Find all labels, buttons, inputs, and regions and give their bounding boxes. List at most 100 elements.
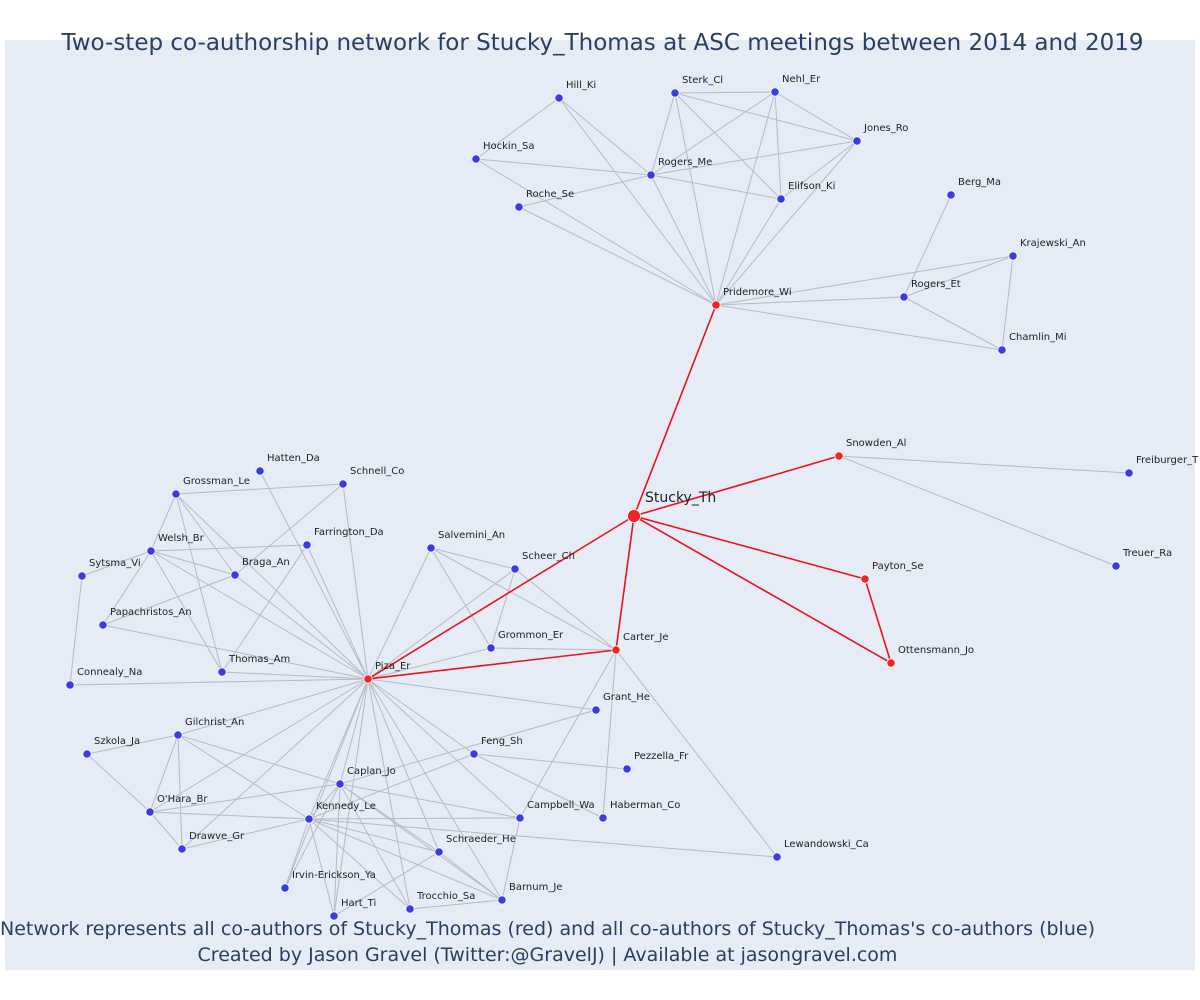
edge-kennedy-le-hart-ti: [308, 818, 335, 917]
edge-carter-je-grommon-er: [490, 647, 617, 651]
node-drawve-gr[interactable]: [177, 844, 187, 854]
edge-pridemore-wi-hill-ki: [558, 97, 717, 306]
edge-salvemini-an-grommon-er: [430, 547, 492, 649]
edge-caplan-jo-irvin-erickson-ya: [284, 783, 341, 889]
edge-snowden-al-freiburger-t: [838, 455, 1130, 474]
edge-o-hara-br-caplan-jo: [149, 783, 341, 813]
node-label-rogers-et: Rogers_Et: [911, 279, 961, 290]
node-grant-he[interactable]: [591, 705, 601, 715]
node-freiburger-t[interactable]: [1124, 468, 1134, 478]
node-thomas-am[interactable]: [217, 667, 227, 677]
edge-pridemore-wi-roche-se: [518, 206, 717, 306]
chart-title: Two-step co-authorship network for Stuck…: [61, 30, 1144, 56]
edge-gilchrist-an-o-hara-br: [149, 734, 179, 813]
node-trocchio-sa[interactable]: [405, 904, 415, 914]
node-hart-ti[interactable]: [329, 911, 339, 921]
node-lewandowski-ca[interactable]: [772, 852, 782, 862]
node-elifson-ki[interactable]: [776, 194, 786, 204]
edge-pridemore-wi-krajewski-an: [715, 255, 1014, 306]
node-sytsma-vi[interactable]: [77, 571, 87, 581]
edge-o-hara-br-drawve-gr: [149, 811, 183, 850]
node-piza-er[interactable]: [363, 674, 373, 684]
node-connealy-na[interactable]: [65, 680, 75, 690]
node-kennedy-le[interactable]: [304, 814, 314, 824]
node-label-hart-ti: Hart_Ti: [341, 898, 376, 909]
edge-schnell-co-braga-an: [234, 483, 344, 576]
node-roche-se[interactable]: [514, 202, 524, 212]
edge-piza-er-carter-je: [367, 649, 617, 680]
node-rogers-et[interactable]: [899, 292, 909, 302]
node-grommon-er[interactable]: [486, 643, 496, 653]
node-treuer-ra[interactable]: [1111, 561, 1121, 571]
node-chamlin-mi[interactable]: [997, 345, 1007, 355]
node-label-caplan-jo: Caplan_Jo: [347, 766, 396, 777]
node-gilchrist-an[interactable]: [173, 730, 183, 740]
node-haberman-co[interactable]: [598, 813, 608, 823]
edge-rogers-et-chamlin-mi: [903, 296, 1003, 351]
node-schraeder-he[interactable]: [434, 847, 444, 857]
node-berg-ma[interactable]: [946, 190, 956, 200]
node-stucky-th[interactable]: [627, 509, 641, 523]
edge-pridemore-wi-hockin-sa: [475, 158, 717, 306]
node-papachristos-an[interactable]: [98, 620, 108, 630]
node-pridemore-wi[interactable]: [711, 300, 721, 310]
node-barnum-je[interactable]: [497, 895, 507, 905]
node-label-braga-an: Braga_An: [242, 557, 290, 568]
node-label-stucky-th: Stucky_Th: [645, 490, 716, 506]
node-label-piza-er: Piza_Er: [375, 661, 411, 672]
node-braga-an[interactable]: [230, 570, 240, 580]
node-label-carter-je: Carter_Je: [623, 632, 669, 643]
node-hill-ki[interactable]: [554, 93, 564, 103]
node-label-grossman-le: Grossman_Le: [183, 476, 250, 487]
node-o-hara-br[interactable]: [145, 807, 155, 817]
edge-payton-se-ottensmann-jo: [864, 578, 892, 664]
edge-kennedy-le-schraeder-he: [308, 818, 440, 853]
edge-rogers-me-elifson-ki: [650, 174, 782, 200]
node-szkola-ja[interactable]: [82, 749, 92, 759]
edge-piza-er-gilchrist-an: [177, 678, 369, 736]
node-feng-sh[interactable]: [469, 749, 479, 759]
edge-kennedy-le-campbell-wa: [308, 817, 521, 820]
node-label-kennedy-le: Kennedy_Le: [316, 801, 376, 812]
node-label-freiburger-t: Freiburger_T: [1136, 455, 1199, 466]
edge-nehl-er-elifson-ki: [774, 91, 782, 200]
node-farrington-da[interactable]: [302, 540, 312, 550]
node-label-trocchio-sa: Trocchio_Sa: [416, 891, 475, 902]
node-snowden-al[interactable]: [834, 451, 844, 461]
node-jones-ro[interactable]: [852, 136, 862, 146]
node-payton-se[interactable]: [860, 574, 870, 584]
node-ottensmann-jo[interactable]: [886, 658, 896, 668]
node-label-scheer-ch: Scheer_Ch: [522, 551, 575, 562]
edge-papachristos-an-braga-an: [102, 574, 236, 626]
edge-grossman-le-thomas-am: [175, 493, 223, 673]
edge-welsh-br-thomas-am: [150, 550, 223, 673]
edge-gilchrist-an-kennedy-le: [177, 734, 310, 820]
node-nehl-er[interactable]: [770, 87, 780, 97]
node-scheer-ch[interactable]: [510, 564, 520, 574]
edge-szkola-ja-o-hara-br: [86, 753, 151, 813]
node-salvemini-an[interactable]: [426, 543, 436, 553]
node-label-hill-ki: Hill_Ki: [566, 80, 596, 91]
node-label-hockin-sa: Hockin_Sa: [483, 141, 535, 152]
node-caplan-jo[interactable]: [335, 779, 345, 789]
node-layer: [65, 87, 1134, 921]
node-sterk-cl[interactable]: [670, 88, 680, 98]
node-hockin-sa[interactable]: [471, 154, 481, 164]
edge-sterk-cl-rogers-me: [650, 92, 676, 176]
node-schnell-co[interactable]: [338, 479, 348, 489]
node-irvin-erickson-ya[interactable]: [280, 883, 290, 893]
edge-grossman-le-braga-an: [175, 493, 236, 576]
edge-kennedy-le-lewandowski-ca: [308, 818, 778, 858]
edge-berg-ma-rogers-et: [903, 194, 952, 298]
node-label-grommon-er: Grommon_Er: [498, 630, 564, 641]
node-krajewski-an[interactable]: [1008, 251, 1018, 261]
edge-piza-er-hart-ti: [333, 678, 369, 917]
node-pezzella-fr[interactable]: [622, 764, 632, 774]
node-campbell-wa[interactable]: [515, 813, 525, 823]
node-grossman-le[interactable]: [171, 489, 181, 499]
edge-sterk-cl-elifson-ki: [674, 92, 782, 200]
node-welsh-br[interactable]: [146, 546, 156, 556]
node-carter-je[interactable]: [611, 645, 621, 655]
node-rogers-me[interactable]: [646, 170, 656, 180]
node-hatten-da[interactable]: [255, 466, 265, 476]
